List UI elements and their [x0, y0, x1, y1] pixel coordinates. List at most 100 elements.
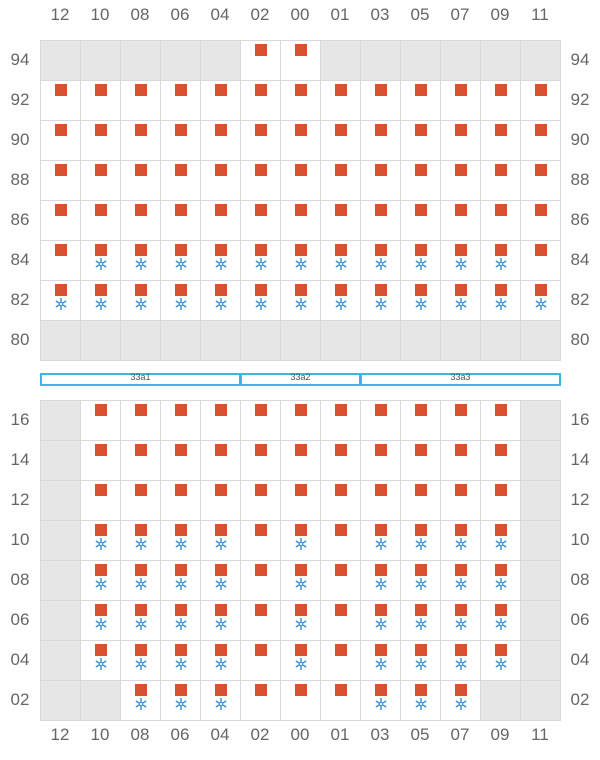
- deck-slot[interactable]: [320, 200, 361, 241]
- deck-slot[interactable]: [40, 200, 81, 241]
- hold-slot[interactable]: [120, 480, 161, 521]
- deck-slot[interactable]: [400, 160, 441, 201]
- hold-slot[interactable]: [440, 400, 481, 441]
- hold-slot[interactable]: [200, 640, 241, 681]
- hold-slot[interactable]: [80, 560, 121, 601]
- deck-slot[interactable]: [120, 280, 161, 321]
- hold-slot[interactable]: [360, 560, 401, 601]
- deck-slot[interactable]: [120, 160, 161, 201]
- deck-slot[interactable]: [360, 80, 401, 121]
- deck-slot[interactable]: [160, 200, 201, 241]
- deck-slot[interactable]: [80, 80, 121, 121]
- hold-slot[interactable]: [160, 560, 201, 601]
- hold-slot[interactable]: [240, 680, 281, 721]
- hold-slot[interactable]: [280, 680, 321, 721]
- deck-slot[interactable]: [520, 80, 561, 121]
- hold-slot[interactable]: [80, 400, 121, 441]
- hold-slot[interactable]: [240, 600, 281, 641]
- hold-slot[interactable]: [80, 480, 121, 521]
- hold-slot[interactable]: [120, 680, 161, 721]
- hold-slot[interactable]: [280, 600, 321, 641]
- hold-slot[interactable]: [120, 600, 161, 641]
- deck-slot[interactable]: [520, 120, 561, 161]
- deck-slot[interactable]: [280, 40, 321, 81]
- deck-slot[interactable]: [160, 120, 201, 161]
- hold-slot[interactable]: [320, 480, 361, 521]
- deck-slot[interactable]: [320, 240, 361, 281]
- deck-slot[interactable]: [360, 120, 401, 161]
- deck-slot[interactable]: [80, 120, 121, 161]
- hold-slot[interactable]: [440, 520, 481, 561]
- deck-slot[interactable]: [280, 120, 321, 161]
- deck-slot[interactable]: [280, 80, 321, 121]
- hold-slot[interactable]: [320, 440, 361, 481]
- hold-slot[interactable]: [480, 480, 521, 521]
- hold-slot[interactable]: [480, 560, 521, 601]
- hold-slot[interactable]: [400, 600, 441, 641]
- hold-slot[interactable]: [160, 440, 201, 481]
- deck-slot[interactable]: [520, 280, 561, 321]
- deck-slot[interactable]: [160, 240, 201, 281]
- hold-slot[interactable]: [480, 400, 521, 441]
- deck-slot[interactable]: [400, 240, 441, 281]
- hold-slot[interactable]: [360, 640, 401, 681]
- hold-slot[interactable]: [360, 520, 401, 561]
- hold-slot[interactable]: [80, 520, 121, 561]
- deck-slot[interactable]: [280, 280, 321, 321]
- deck-slot[interactable]: [440, 200, 481, 241]
- hold-slot[interactable]: [360, 480, 401, 521]
- hold-slot[interactable]: [440, 480, 481, 521]
- hold-slot[interactable]: [160, 680, 201, 721]
- hold-slot[interactable]: [280, 520, 321, 561]
- deck-slot[interactable]: [480, 200, 521, 241]
- deck-slot[interactable]: [480, 120, 521, 161]
- deck-slot[interactable]: [200, 240, 241, 281]
- hold-slot[interactable]: [400, 680, 441, 721]
- hold-slot[interactable]: [120, 520, 161, 561]
- deck-slot[interactable]: [200, 160, 241, 201]
- hold-slot[interactable]: [440, 560, 481, 601]
- hold-slot[interactable]: [80, 640, 121, 681]
- deck-slot[interactable]: [80, 200, 121, 241]
- deck-slot[interactable]: [160, 80, 201, 121]
- deck-slot[interactable]: [520, 160, 561, 201]
- hold-slot[interactable]: [200, 480, 241, 521]
- deck-slot[interactable]: [320, 160, 361, 201]
- hold-slot[interactable]: [240, 640, 281, 681]
- hold-slot[interactable]: [480, 440, 521, 481]
- deck-slot[interactable]: [280, 200, 321, 241]
- hold-slot[interactable]: [80, 600, 121, 641]
- deck-slot[interactable]: [200, 80, 241, 121]
- deck-slot[interactable]: [240, 280, 281, 321]
- hold-slot[interactable]: [240, 560, 281, 601]
- hold-slot[interactable]: [320, 400, 361, 441]
- hold-slot[interactable]: [160, 640, 201, 681]
- deck-slot[interactable]: [400, 80, 441, 121]
- hold-slot[interactable]: [200, 600, 241, 641]
- deck-slot[interactable]: [360, 240, 401, 281]
- hold-slot[interactable]: [440, 440, 481, 481]
- hold-slot[interactable]: [240, 480, 281, 521]
- hold-slot[interactable]: [160, 600, 201, 641]
- deck-slot[interactable]: [80, 240, 121, 281]
- hold-slot[interactable]: [400, 480, 441, 521]
- deck-slot[interactable]: [40, 240, 81, 281]
- hold-slot[interactable]: [280, 400, 321, 441]
- hold-slot[interactable]: [200, 560, 241, 601]
- hold-slot[interactable]: [120, 400, 161, 441]
- deck-slot[interactable]: [200, 120, 241, 161]
- hold-slot[interactable]: [280, 640, 321, 681]
- hold-slot[interactable]: [320, 680, 361, 721]
- hold-slot[interactable]: [320, 600, 361, 641]
- hold-slot[interactable]: [120, 640, 161, 681]
- deck-slot[interactable]: [120, 80, 161, 121]
- hold-slot[interactable]: [80, 440, 121, 481]
- deck-slot[interactable]: [360, 200, 401, 241]
- hold-slot[interactable]: [440, 640, 481, 681]
- deck-slot[interactable]: [480, 240, 521, 281]
- deck-slot[interactable]: [200, 200, 241, 241]
- deck-slot[interactable]: [120, 200, 161, 241]
- hold-slot[interactable]: [160, 480, 201, 521]
- deck-slot[interactable]: [320, 80, 361, 121]
- deck-slot[interactable]: [240, 200, 281, 241]
